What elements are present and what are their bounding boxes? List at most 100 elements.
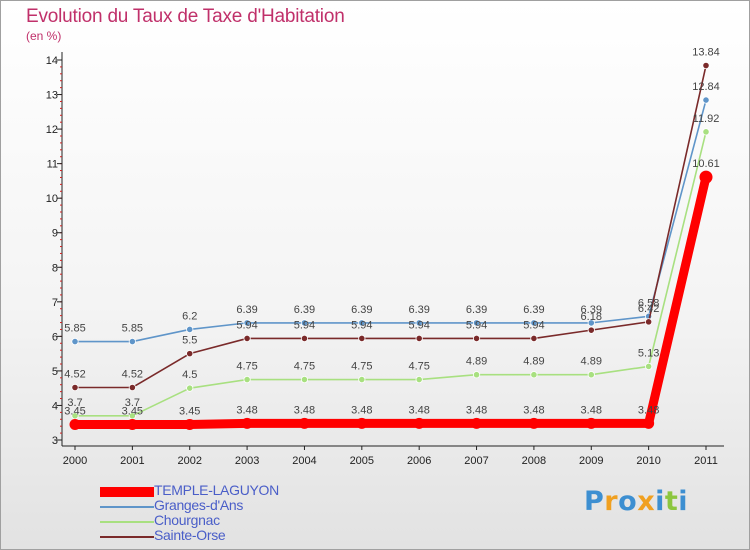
data-label-chourgnac: 4.75 xyxy=(351,361,372,373)
data-label-granges-d-ans: 5.85 xyxy=(122,323,143,335)
data-label-granges-d-ans: 6.2 xyxy=(182,310,197,322)
data-point-temple-laguyon xyxy=(69,418,81,430)
logo-letter: o xyxy=(618,486,638,517)
y-tick-label: 13 xyxy=(46,90,58,102)
data-label-chourgnac: 11.92 xyxy=(693,113,720,125)
data-label-temple-laguyon: 10.61 xyxy=(692,158,720,170)
data-point-granges-d-ans xyxy=(587,319,595,327)
data-label-sainte-orse: 5.94 xyxy=(408,319,429,331)
data-label-sainte-orse: 6.18 xyxy=(581,311,602,323)
legend-swatch xyxy=(100,506,154,508)
x-tick-label: 2009 xyxy=(579,455,603,467)
data-point-chourgnac xyxy=(702,128,710,136)
data-label-temple-laguyon: 3.48 xyxy=(408,404,429,416)
data-label-granges-d-ans: 6.39 xyxy=(523,304,544,316)
series-line-chourgnac xyxy=(74,131,707,417)
data-label-granges-d-ans: 6.39 xyxy=(408,304,429,316)
data-point-sainte-orse xyxy=(300,334,309,343)
x-tick-label: 2011 xyxy=(694,455,718,467)
data-label-granges-d-ans: 6.39 xyxy=(351,304,372,316)
data-point-sainte-orse xyxy=(71,383,79,392)
data-point-temple-laguyon xyxy=(241,417,253,429)
data-label-temple-laguyon: 3.45 xyxy=(122,405,143,417)
data-label-sainte-orse: 6.42 xyxy=(638,303,659,315)
data-point-granges-d-ans xyxy=(71,337,79,346)
legend-label: Chourgnac xyxy=(154,512,220,528)
proxiti-logo: Proxiti xyxy=(584,486,688,517)
data-point-granges-d-ans xyxy=(415,319,423,327)
logo-letter: t xyxy=(664,486,679,517)
legend-swatch xyxy=(100,536,154,538)
x-tick-label: 2006 xyxy=(407,455,431,467)
series-line-granges-d-ans xyxy=(74,99,707,343)
data-labels: 3.45 3.45 3.45 3.48 3.48 3.48 3.48 3.48 3.48 3.48… xyxy=(64,47,719,418)
legend-swatch xyxy=(100,521,154,523)
data-point-temple-laguyon xyxy=(184,418,196,430)
data-point-granges-d-ans xyxy=(128,337,136,346)
legend-label: Sainte-Orse xyxy=(154,527,226,543)
data-point-sainte-orse xyxy=(415,334,423,343)
data-point-granges-d-ans xyxy=(186,325,194,334)
data-label-granges-d-ans: 6.39 xyxy=(236,304,257,316)
x-tick-label: 2001 xyxy=(120,455,144,467)
data-label-temple-laguyon: 3.45 xyxy=(64,405,85,417)
x-tick-label: 2003 xyxy=(235,455,259,467)
data-point-temple-laguyon xyxy=(699,170,713,184)
data-label-granges-d-ans: 5.85 xyxy=(64,323,85,335)
data-point-granges-d-ans xyxy=(243,319,251,327)
y-tick-label: 14 xyxy=(46,55,58,67)
data-point-chourgnac xyxy=(530,371,538,379)
data-point-sainte-orse xyxy=(530,334,538,343)
data-point-temple-laguyon xyxy=(126,418,138,430)
x-tick-label: 2004 xyxy=(292,455,316,467)
data-point-sainte-orse xyxy=(358,334,366,343)
data-label-temple-laguyon: 3.48 xyxy=(638,404,659,416)
data-point-chourgnac xyxy=(415,375,423,384)
logo-letter: r xyxy=(604,486,619,517)
data-label-chourgnac: 4.89 xyxy=(523,356,544,368)
chart-title: Evolution du Taux de Taxe d'Habitation xyxy=(26,6,345,27)
data-label-temple-laguyon: 3.48 xyxy=(581,404,602,416)
x-tick-label: 2005 xyxy=(350,455,374,467)
data-label-granges-d-ans: 6.58 xyxy=(638,297,659,309)
data-label-temple-laguyon: 3.48 xyxy=(523,404,544,416)
x-tick-label: 2000 xyxy=(63,455,87,467)
data-label-chourgnac: 4.75 xyxy=(294,361,315,373)
legend-swatch xyxy=(100,487,154,497)
data-point-sainte-orse xyxy=(702,61,710,70)
data-label-sainte-orse: 4.52 xyxy=(122,368,143,380)
data-point-granges-d-ans xyxy=(300,319,309,327)
y-tick-label: 6 xyxy=(52,331,58,343)
data-label-sainte-orse: 13.84 xyxy=(692,47,720,59)
logo-letter: i xyxy=(678,486,689,517)
data-point-chourgnac xyxy=(243,375,251,384)
data-label-temple-laguyon: 3.48 xyxy=(466,404,487,416)
data-point-temple-laguyon xyxy=(413,417,425,429)
y-tick-label: 12 xyxy=(46,124,58,136)
series-line-temple-laguyon xyxy=(70,172,711,429)
data-label-sainte-orse: 5.94 xyxy=(351,319,372,331)
data-label-chourgnac: 4.5 xyxy=(182,369,197,381)
data-label-granges-d-ans: 12.84 xyxy=(692,81,720,93)
data-label-chourgnac: 4.89 xyxy=(581,356,602,368)
data-point-granges-d-ans xyxy=(472,319,481,327)
y-tick-label: 8 xyxy=(52,262,58,274)
data-label-temple-laguyon: 3.48 xyxy=(236,404,257,416)
data-label-chourgnac: 3.7 xyxy=(125,397,140,409)
data-label-chourgnac: 4.89 xyxy=(466,356,487,368)
data-point-chourgnac xyxy=(358,375,366,384)
data-point-temple-laguyon xyxy=(471,417,483,429)
y-tick-label: 7 xyxy=(52,297,58,309)
data-point-temple-laguyon xyxy=(298,417,310,429)
data-point-sainte-orse xyxy=(472,334,481,343)
data-point-chourgnac xyxy=(186,384,194,392)
data-label-granges-d-ans: 6.39 xyxy=(294,304,315,316)
data-point-chourgnac xyxy=(472,371,481,379)
data-point-sainte-orse xyxy=(645,318,653,326)
y-tick-label: 4 xyxy=(52,400,58,412)
x-tick-label: 2010 xyxy=(636,455,660,467)
y-tick-label: 10 xyxy=(46,193,58,205)
data-point-temple-laguyon xyxy=(643,417,655,429)
x-tick-label: 2002 xyxy=(177,455,201,467)
